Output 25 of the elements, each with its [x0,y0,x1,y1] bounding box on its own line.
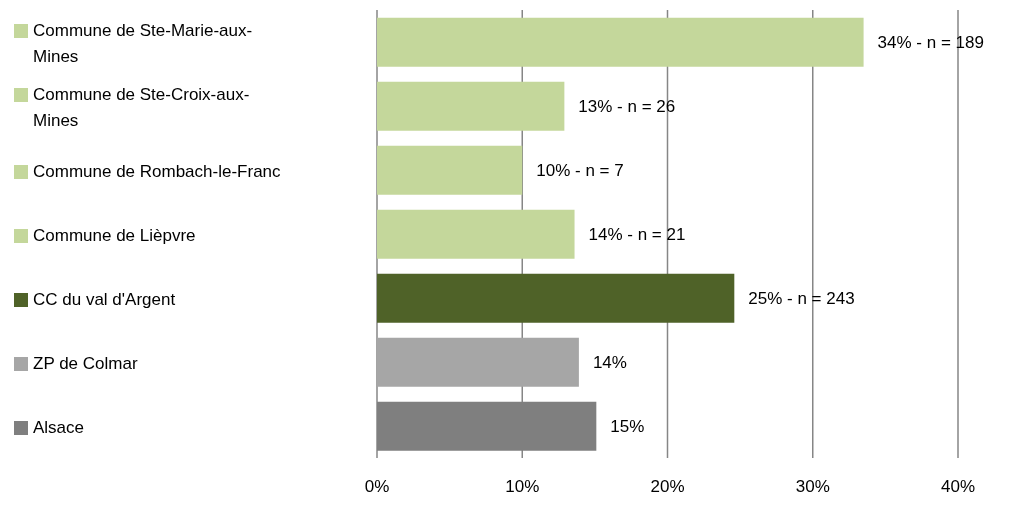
data-label: 34% - n = 189 [877,33,984,53]
data-label: 14% [592,353,627,373]
y-tick-label: Alsace [33,418,85,437]
data-label: 25% - n = 243 [748,289,855,309]
x-tick-label: 30% [795,477,830,497]
x-tick-label: 10% [505,477,540,497]
x-tick-label: 40% [940,477,976,497]
bar [377,209,575,259]
y-tick-label: Commune de Ste-Marie-aux-Mines [33,21,253,66]
x-tick-label: 0% [364,477,390,497]
bar [377,81,565,131]
data-label: 14% - n = 21 [588,225,686,245]
data-label: 15% [610,417,645,437]
y-tick-label: Commune de Ste-Croix-aux-Mines [33,85,250,130]
data-label: 10% - n = 7 [536,161,624,181]
data-label: 13% - n = 26 [578,97,676,117]
bar [377,145,523,195]
y-tick-label: Commune de Rombach-le-Franc [33,162,282,181]
y-tick-label: ZP de Colmar [33,354,138,373]
y-tick-label: CC du val d'Argent [33,290,176,309]
bar [377,17,864,67]
bar [377,273,735,323]
x-tick-label: 20% [650,477,685,497]
bar [377,337,579,387]
y-tick-label: Commune de Lièpvre [33,226,196,245]
